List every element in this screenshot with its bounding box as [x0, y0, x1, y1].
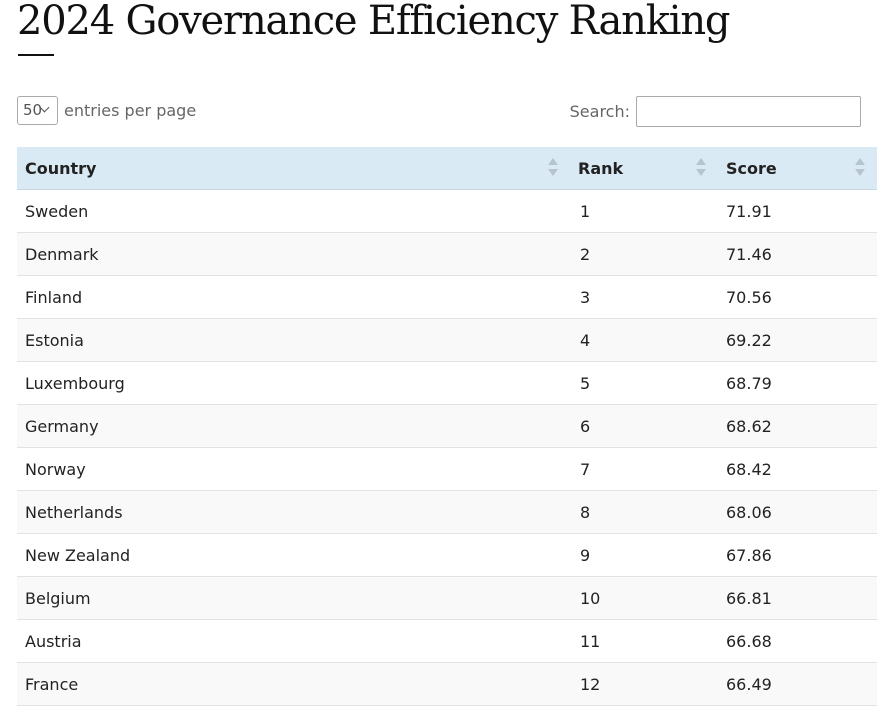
- country-cell: New Zealand: [17, 533, 570, 577]
- country-cell: Germany: [17, 404, 570, 448]
- page-length-control: 50 entries per page: [17, 96, 196, 125]
- score-cell: 66.81: [718, 576, 877, 620]
- score-cell: 68.62: [718, 404, 877, 448]
- column-header-country[interactable]: Country: [17, 147, 570, 190]
- rank-cell: 12: [570, 662, 718, 706]
- rank-cell: 4: [570, 318, 718, 362]
- table-header-row: Country Rank Score: [17, 147, 877, 190]
- table-row: France 12 66.49: [17, 662, 877, 706]
- table-row: Estonia 4 69.22: [17, 318, 877, 362]
- score-cell: 71.91: [718, 189, 877, 233]
- rank-cell: 11: [570, 619, 718, 663]
- table-row: Norway 7 68.42: [17, 447, 877, 491]
- table-row: Finland 3 70.56: [17, 275, 877, 319]
- score-cell: 70.56: [718, 275, 877, 319]
- score-cell: 71.46: [718, 232, 877, 276]
- ranking-table: Country Rank Score Sweden 1 71.91 Denmark 2…: [17, 147, 877, 706]
- country-cell: France: [17, 662, 570, 706]
- page-length-select[interactable]: 50: [17, 96, 58, 125]
- column-header-rank[interactable]: Rank: [570, 147, 718, 190]
- table-row: Luxembourg 5 68.79: [17, 361, 877, 405]
- rank-cell: 8: [570, 490, 718, 534]
- country-cell: Denmark: [17, 232, 570, 276]
- column-header-label: Rank: [578, 158, 624, 178]
- country-cell: Austria: [17, 619, 570, 663]
- page-length-label: entries per page: [64, 101, 197, 120]
- column-header-label: Score: [726, 158, 777, 178]
- column-header-label: Country: [25, 158, 97, 178]
- rank-cell: 1: [570, 189, 718, 233]
- score-cell: 67.86: [718, 533, 877, 577]
- country-cell: Estonia: [17, 318, 570, 362]
- country-cell: Belgium: [17, 576, 570, 620]
- score-cell: 66.49: [718, 662, 877, 706]
- country-cell: Sweden: [17, 189, 570, 233]
- score-cell: 68.06: [718, 490, 877, 534]
- country-cell: Norway: [17, 447, 570, 491]
- rank-cell: 3: [570, 275, 718, 319]
- table-row: Denmark 2 71.46: [17, 232, 877, 276]
- search-control: Search:: [570, 96, 861, 127]
- rank-cell: 7: [570, 447, 718, 491]
- title-underline: [18, 54, 54, 56]
- table-row: Germany 6 68.62: [17, 404, 877, 448]
- score-cell: 68.79: [718, 361, 877, 405]
- score-cell: 69.22: [718, 318, 877, 362]
- country-cell: Netherlands: [17, 490, 570, 534]
- sort-both-icon: [855, 158, 865, 178]
- sort-both-icon: [548, 158, 558, 178]
- rank-cell: 10: [570, 576, 718, 620]
- table-row: Netherlands 8 68.06: [17, 490, 877, 534]
- country-cell: Finland: [17, 275, 570, 319]
- table-row: Austria 11 66.68: [17, 619, 877, 663]
- page-title: 2024 Governance Efficiency Ranking: [17, 0, 730, 44]
- search-label: Search:: [569, 102, 630, 121]
- sort-both-icon: [696, 158, 706, 178]
- table-body: Sweden 1 71.91 Denmark 2 71.46 Finland 3 70.56…: [17, 189, 877, 706]
- rank-cell: 2: [570, 232, 718, 276]
- rank-cell: 6: [570, 404, 718, 448]
- country-cell: Luxembourg: [17, 361, 570, 405]
- table-row: New Zealand 9 67.86: [17, 533, 877, 577]
- column-header-score[interactable]: Score: [718, 147, 877, 190]
- table-row: Sweden 1 71.91: [17, 189, 877, 233]
- score-cell: 68.42: [718, 447, 877, 491]
- page-length-value: 50: [23, 101, 43, 119]
- search-input[interactable]: [636, 96, 861, 127]
- table-row: Belgium 10 66.81: [17, 576, 877, 620]
- score-cell: 66.68: [718, 619, 877, 663]
- rank-cell: 9: [570, 533, 718, 577]
- rank-cell: 5: [570, 361, 718, 405]
